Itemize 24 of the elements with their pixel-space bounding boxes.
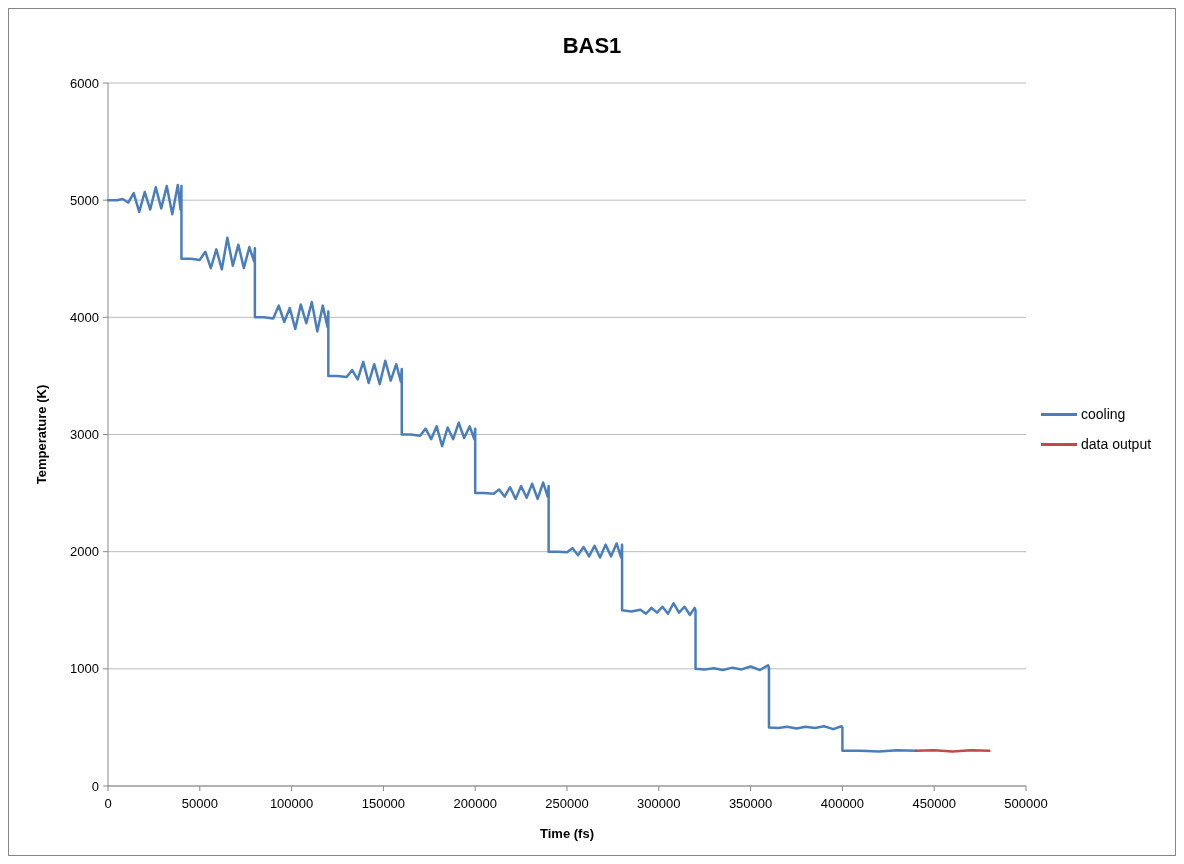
- x-tick-label: 400000: [820, 796, 865, 811]
- x-tick-label: 100000: [269, 796, 314, 811]
- y-tick-label: 6000: [70, 75, 99, 91]
- y-axis-title: Temperature (K): [34, 384, 49, 485]
- x-tick-label: 50000: [181, 796, 218, 811]
- legend-label: data output: [1081, 436, 1152, 453]
- y-tick-label: 1000: [70, 661, 99, 677]
- x-axis-title: Time (fs): [540, 826, 594, 841]
- x-tick-label: 200000: [453, 796, 497, 811]
- y-tick-label: 5000: [70, 192, 99, 208]
- y-tick-label: 2000: [70, 544, 99, 560]
- x-tick-label: 450000: [912, 796, 956, 811]
- x-tick-label: 500000: [1004, 796, 1048, 811]
- line-series: [106, 183, 918, 753]
- legend-label: cooling: [1081, 406, 1126, 423]
- x-tick-label: 350000: [728, 796, 773, 811]
- y-tick-label: 3000: [70, 427, 99, 443]
- y-tick-label: 0: [91, 778, 99, 794]
- y-tick-label: 4000: [70, 309, 99, 325]
- x-tick-label: 300000: [637, 796, 681, 811]
- chart-title: BAS1: [562, 33, 622, 58]
- x-tick-label: 150000: [361, 796, 406, 811]
- x-tick-label: 250000: [545, 796, 589, 811]
- x-tick-label: 0: [104, 796, 112, 811]
